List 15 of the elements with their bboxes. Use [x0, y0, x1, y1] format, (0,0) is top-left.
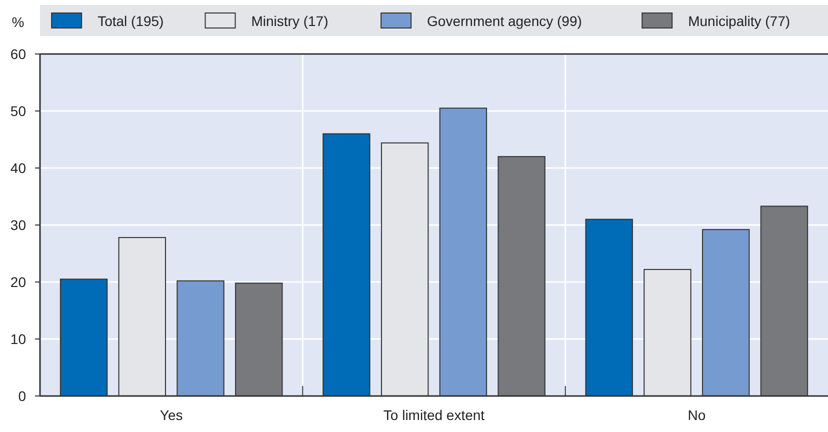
y-tick-label: 10	[10, 330, 26, 347]
legend-label: Total (195)	[98, 12, 164, 29]
y-axis-title: %	[12, 14, 24, 30]
y-tick-label: 20	[10, 274, 26, 290]
y-tick-label: 50	[10, 102, 26, 119]
legend-label: Municipality (77)	[688, 12, 790, 29]
legend-label: Government agency (99)	[427, 12, 582, 29]
legend-label: Ministry (17)	[251, 12, 328, 29]
x-tick-label: Yes	[160, 407, 183, 423]
x-tick-label: No	[688, 407, 706, 423]
y-tick-label: 30	[10, 216, 26, 233]
y-tick-label: 40	[10, 160, 26, 176]
y-tick-label: 60	[10, 46, 26, 62]
y-tick-label: 0	[18, 388, 26, 404]
x-tick-label: To limited extent	[383, 407, 485, 423]
